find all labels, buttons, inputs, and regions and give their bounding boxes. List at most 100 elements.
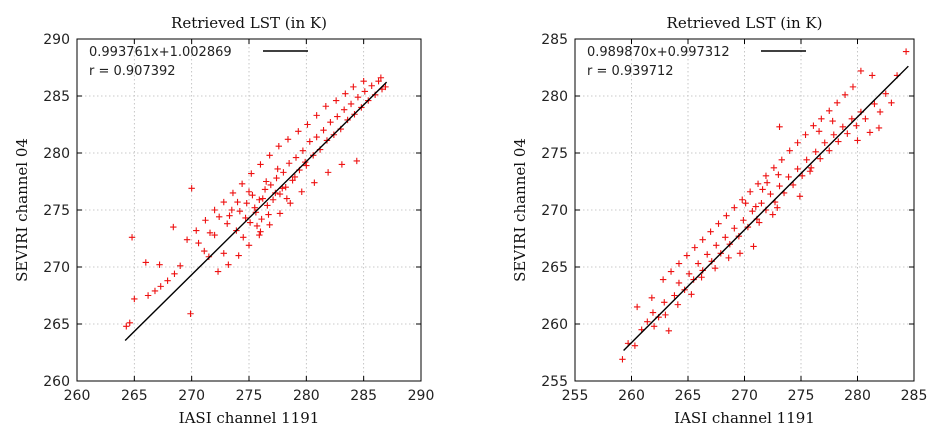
data-point — [354, 93, 362, 101]
data-point — [377, 74, 385, 81]
data-point — [228, 206, 235, 214]
data-point — [126, 319, 133, 327]
y-tick-label: 275 — [43, 203, 70, 219]
data-point — [266, 152, 273, 159]
y-tick-label: 285 — [43, 89, 70, 105]
data-point — [248, 170, 255, 177]
data-point — [794, 165, 801, 173]
y-tick-label: 275 — [541, 146, 568, 162]
data-point — [631, 342, 639, 349]
data-point — [644, 318, 651, 325]
data-point — [215, 213, 223, 221]
data-point — [382, 83, 389, 91]
legend-fit-label: 0.989870x+0.997312 — [587, 45, 730, 60]
data-point — [725, 254, 732, 262]
data-point — [736, 250, 744, 257]
data-point — [265, 211, 272, 218]
data-point — [322, 103, 330, 110]
data-point — [826, 107, 833, 115]
data-point — [715, 220, 722, 227]
data-point — [144, 292, 152, 299]
y-tick-label: 280 — [43, 146, 70, 162]
data-point — [739, 196, 746, 203]
data-point — [177, 262, 184, 270]
data-point — [211, 206, 218, 214]
data-point — [876, 108, 884, 116]
data-point — [229, 189, 237, 197]
x-axis-label: IASI channel 1191 — [674, 409, 815, 427]
y-axis-label: SEVIRI channel 04 — [13, 138, 31, 282]
x-tick-label: 280 — [844, 388, 871, 404]
data-point — [786, 147, 793, 154]
x-tick-label: 280 — [293, 388, 320, 404]
data-point — [862, 115, 869, 122]
data-point — [276, 210, 284, 217]
grid-lines — [575, 39, 914, 381]
data-point — [817, 155, 824, 162]
x-tick-label: 275 — [788, 388, 815, 404]
data-point — [829, 117, 836, 125]
data-point — [313, 133, 320, 141]
data-point — [723, 212, 730, 219]
data-point — [633, 303, 641, 311]
data-point — [256, 231, 263, 239]
data-point — [284, 136, 292, 143]
data-point — [240, 234, 247, 241]
data-point — [282, 184, 289, 191]
data-point — [235, 252, 242, 259]
data-point — [142, 259, 149, 266]
x-tick-label: 265 — [675, 388, 702, 404]
data-point — [151, 287, 159, 295]
y-tick-label: 280 — [541, 89, 568, 105]
data-point — [711, 264, 719, 272]
data-point — [694, 260, 702, 267]
data-point — [789, 181, 797, 189]
data-point — [287, 199, 294, 207]
data-point — [844, 130, 851, 137]
data-point — [280, 169, 287, 176]
data-point — [770, 164, 778, 172]
data-point — [246, 219, 254, 226]
data-point — [661, 299, 668, 306]
x-tick-label: 275 — [236, 388, 263, 404]
data-point — [128, 234, 136, 241]
data-point — [708, 258, 715, 265]
data-point — [311, 179, 318, 186]
legend-r-label: r = 0.939712 — [587, 64, 674, 79]
data-point — [276, 190, 284, 198]
data-point — [722, 234, 729, 241]
data-point — [796, 193, 804, 200]
data-point — [256, 196, 263, 203]
data-point — [242, 214, 249, 222]
data-point — [685, 270, 693, 278]
data-point — [807, 164, 815, 172]
x-tick-label: 285 — [350, 388, 377, 404]
y-tick-label: 270 — [541, 203, 568, 219]
data-point — [675, 279, 683, 287]
legend-fit-label: 0.993761x+1.002869 — [89, 45, 232, 60]
y-tick-label: 265 — [541, 260, 568, 276]
data-point — [650, 323, 658, 330]
data-point — [289, 177, 296, 184]
y-tick-label: 255 — [541, 374, 568, 390]
data-point — [304, 121, 311, 128]
x-tick-label: 285 — [901, 388, 928, 404]
data-point — [243, 199, 250, 207]
data-point — [698, 274, 705, 281]
data-point — [691, 244, 698, 251]
regression-line — [623, 65, 909, 352]
data-point — [188, 185, 195, 192]
plot-frame — [76, 38, 422, 382]
data-point — [187, 310, 194, 317]
data-point — [257, 228, 264, 235]
data-point — [841, 91, 849, 99]
chart-left: Retrieved LST (in K) IASI channel 1191 S… — [13, 14, 434, 427]
data-point — [821, 139, 828, 146]
data-point — [871, 100, 878, 108]
y-tick-label: 260 — [541, 317, 568, 333]
data-point — [731, 204, 738, 211]
data-point — [699, 236, 706, 243]
data-point — [211, 231, 218, 239]
data-point — [201, 247, 208, 255]
